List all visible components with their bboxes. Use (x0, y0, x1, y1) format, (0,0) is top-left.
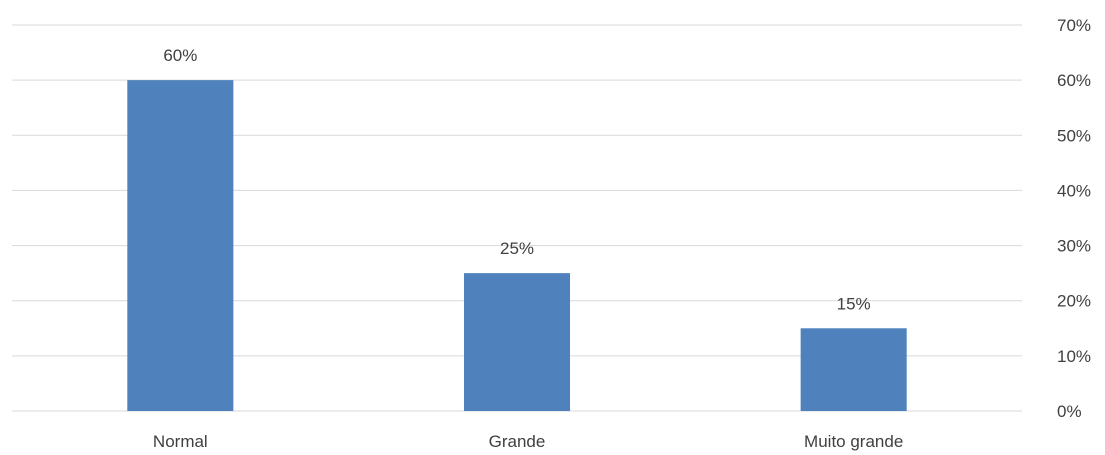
y-tick-label: 50% (1057, 126, 1091, 145)
x-category-label: Muito grande (804, 432, 903, 451)
y-tick-label: 30% (1057, 237, 1091, 256)
y-tick-label: 40% (1057, 181, 1091, 200)
data-label: 25% (500, 239, 534, 258)
y-tick-label: 60% (1057, 71, 1091, 90)
x-category-label: Normal (153, 432, 208, 451)
y-tick-label: 20% (1057, 292, 1091, 311)
bars (127, 80, 907, 412)
bar (127, 80, 234, 412)
x-category-label: Grande (489, 432, 546, 451)
y-tick-label: 10% (1057, 347, 1091, 366)
bar (463, 273, 571, 411)
bar (800, 328, 907, 411)
y-tick-label: 70% (1057, 16, 1091, 35)
data-label: 60% (163, 46, 197, 65)
data-label: 15% (837, 294, 871, 313)
y-tick-label: 0% (1057, 402, 1082, 421)
data-labels: 60% 25% 15% (163, 46, 870, 313)
y-axis-ticks: 0% 10% 20% 30% 40% 50% 60% 70% (1057, 16, 1091, 421)
x-axis-categories: Normal Grande Muito grande (153, 432, 903, 451)
